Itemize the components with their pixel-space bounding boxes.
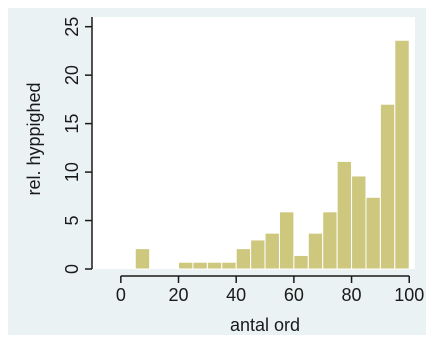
x-tick-label: 100 bbox=[394, 285, 424, 305]
histogram-bar bbox=[394, 39, 410, 270]
histogram-bar bbox=[134, 248, 151, 270]
x-tick-label: 20 bbox=[169, 285, 189, 305]
y-tick-label: 15 bbox=[62, 114, 82, 134]
y-axis-title: rel. hyppighed bbox=[24, 82, 44, 195]
histogram-bar bbox=[351, 175, 367, 270]
histogram-bar bbox=[379, 103, 396, 270]
x-tick-label: 80 bbox=[342, 285, 362, 305]
histogram-bar bbox=[322, 211, 338, 270]
x-tick-label: 40 bbox=[226, 285, 246, 305]
histogram-bar bbox=[278, 211, 295, 270]
x-axis-ticks: 0 20 40 60 80 100 bbox=[116, 276, 424, 305]
x-axis-title: antal ord bbox=[230, 315, 300, 335]
histogram-bar bbox=[307, 232, 324, 270]
bar-group bbox=[134, 39, 410, 270]
y-axis-ticks: 0 5 10 15 20 25 bbox=[62, 17, 92, 274]
histogram-bar bbox=[250, 239, 266, 270]
histogram-bar bbox=[221, 261, 237, 270]
x-tick-label: 60 bbox=[284, 285, 304, 305]
x-tick-label: 0 bbox=[116, 285, 126, 305]
y-tick-label: 5 bbox=[62, 216, 82, 226]
histogram-bar bbox=[206, 261, 223, 270]
histogram-bar bbox=[264, 232, 280, 270]
histogram-bar bbox=[178, 261, 194, 270]
histogram-bar bbox=[336, 160, 353, 270]
histogram-bar bbox=[235, 248, 252, 270]
histogram-bar bbox=[293, 254, 309, 270]
y-tick-label: 10 bbox=[62, 162, 82, 182]
y-tick-label: 20 bbox=[62, 65, 82, 85]
histogram-bar bbox=[192, 261, 208, 270]
y-tick-label: 25 bbox=[62, 17, 82, 37]
y-tick-label: 0 bbox=[62, 264, 82, 274]
histogram-bar bbox=[365, 196, 381, 270]
